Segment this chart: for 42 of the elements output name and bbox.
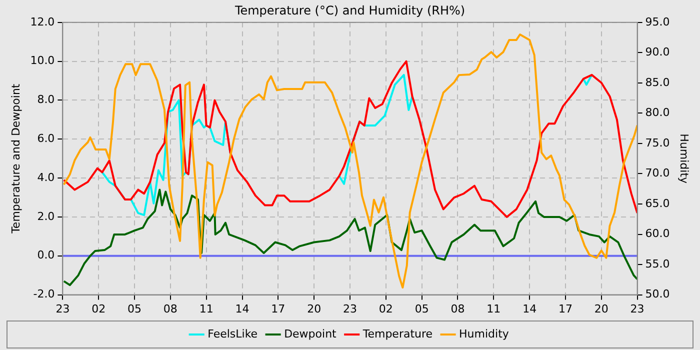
y-tick-label: 2.0 (37, 210, 55, 223)
y-tick-label: 0.0 (37, 248, 55, 262)
y2-tick-label: 85.0 (645, 76, 670, 89)
x-tick-label: 23 (343, 302, 357, 316)
y2-axis-title: Humidity (678, 134, 691, 184)
x-tick-label: 14 (522, 302, 537, 316)
y2-tick-label: 80.0 (645, 106, 670, 120)
x-tick-label: 17 (558, 302, 572, 316)
legend-label: Dewpoint (284, 327, 338, 340)
x-tick-label: 20 (307, 302, 322, 316)
y-tick-label: 6.0 (37, 132, 55, 145)
y2-tick-label: 50.0 (645, 288, 670, 301)
x-tick-label: 02 (92, 302, 106, 316)
x-tick-label: 23 (630, 302, 644, 316)
y2-tick-label: 95.0 (645, 15, 670, 28)
x-tick-label: 14 (235, 302, 250, 316)
x-tick-label: 02 (378, 302, 393, 316)
x-tick-label: 08 (163, 302, 178, 316)
y-tick-label: 10.0 (30, 54, 55, 68)
y2-tick-label: 70.0 (645, 166, 670, 180)
y2-tick-label: 55.0 (645, 257, 670, 270)
y-tick-label: 12.0 (30, 15, 55, 28)
x-tick-label: 23 (56, 302, 70, 316)
y-tick-label: 4.0 (37, 170, 55, 184)
x-tick-label: 05 (414, 302, 429, 316)
y-tick-label: 8.0 (37, 93, 55, 106)
legend-label: FeelsLike (208, 327, 258, 340)
chart-title: Temperature (°C) and Humidity (RH%) (234, 3, 466, 18)
x-tick-label: 17 (271, 302, 286, 316)
x-tick-label: 05 (128, 302, 142, 316)
y2-tick-label: 60.0 (645, 227, 670, 240)
y-axis-title: Temperature and Dewpoint (9, 83, 22, 234)
x-tick-label: 11 (486, 302, 501, 316)
x-tick-label: 11 (199, 302, 214, 316)
legend-label: Humidity (459, 327, 510, 340)
x-tick-label: 08 (450, 302, 465, 316)
legend-label: Temperature (362, 327, 433, 340)
y2-tick-label: 75.0 (645, 136, 670, 150)
x-tick-label: 20 (594, 302, 608, 316)
y2-tick-label: 90.0 (645, 46, 670, 59)
y-tick-label: -2.0 (33, 288, 55, 301)
y2-tick-label: 65.0 (645, 196, 670, 210)
